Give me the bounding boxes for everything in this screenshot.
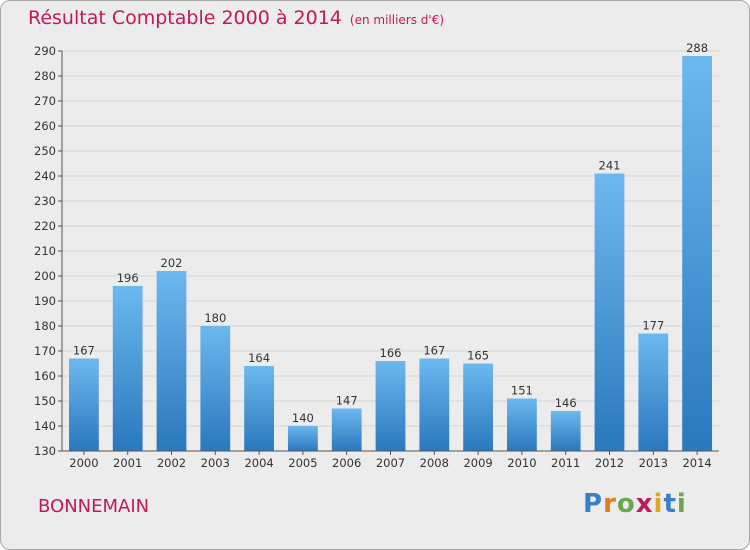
bar-2010 — [507, 398, 537, 451]
x-tick-label-2012: 2012 — [595, 456, 624, 470]
data-label-2013: 177 — [642, 319, 664, 333]
y-tick-label: 190 — [34, 294, 56, 308]
data-label-2000: 167 — [73, 344, 95, 358]
y-tick-label: 180 — [34, 319, 56, 333]
bar-2011 — [550, 411, 581, 451]
y-tick-label: 280 — [34, 69, 56, 83]
chart-title-text: Résultat Comptable 2000 à 2014 — [28, 7, 342, 29]
place-name: BONNEMAIN — [38, 496, 150, 517]
bars — [69, 56, 712, 451]
x-tick-label-2010: 2010 — [507, 456, 536, 470]
bar-2009 — [463, 363, 493, 451]
y-tick-label: 230 — [34, 194, 56, 208]
logo-letter: o — [616, 489, 636, 519]
y-tick-label: 250 — [34, 144, 56, 158]
bar-2008 — [419, 358, 450, 451]
y-tick-label: 170 — [34, 344, 56, 358]
axes: 130 140 150 160 170 180 190 200 210 220 230 240 250 2… — [34, 44, 719, 470]
logo-letter: i — [676, 489, 687, 519]
logo-letter: x — [635, 489, 654, 519]
bar-2005 — [288, 426, 318, 451]
y-tick-label: 270 — [34, 94, 56, 108]
data-label-2007: 166 — [380, 346, 402, 360]
data-label-2009: 165 — [467, 349, 489, 363]
x-tick-label-2008: 2008 — [420, 456, 449, 470]
bar-2004 — [244, 366, 274, 451]
x-tick-label-2001: 2001 — [113, 456, 142, 470]
data-label-2003: 180 — [204, 311, 226, 325]
bar-2001 — [112, 286, 143, 451]
bar-2003 — [200, 326, 231, 451]
x-tick-label-2007: 2007 — [376, 456, 405, 470]
bar-2012 — [594, 173, 625, 451]
data-label-2014: 288 — [686, 41, 708, 55]
y-tick-label: 200 — [34, 269, 56, 283]
x-tick-label-2002: 2002 — [157, 456, 186, 470]
data-label-2005: 140 — [292, 411, 314, 425]
x-tick-label-2011: 2011 — [551, 456, 580, 470]
bar-2006 — [331, 408, 362, 451]
x-tick-label-2009: 2009 — [463, 456, 492, 470]
logo-letter: t — [663, 489, 677, 519]
data-label-2001: 196 — [117, 271, 139, 285]
bar-2013 — [638, 333, 669, 451]
y-tick-label: 140 — [34, 419, 56, 433]
y-tick-label: 260 — [34, 119, 56, 133]
y-tick-label: 130 — [34, 444, 56, 458]
y-tick-label: 240 — [34, 169, 56, 183]
y-tick-label: 160 — [34, 369, 56, 383]
data-label-2012: 241 — [599, 159, 621, 173]
bar-2000 — [69, 358, 99, 451]
data-label-2008: 167 — [423, 344, 445, 358]
data-label-2006: 147 — [336, 394, 358, 408]
x-tick-label-2004: 2004 — [244, 456, 273, 470]
bar-2007 — [375, 361, 406, 451]
x-tick-label-2014: 2014 — [682, 456, 711, 470]
logo-letter: P — [583, 489, 604, 519]
y-tick-label: 290 — [34, 44, 56, 58]
y-tick-label: 210 — [34, 244, 56, 258]
data-label-2004: 164 — [248, 351, 270, 365]
y-tick-label: 220 — [34, 219, 56, 233]
x-tick-label-2003: 2003 — [201, 456, 230, 470]
bar-2014 — [682, 56, 712, 451]
logo-letter: i — [653, 489, 664, 519]
bar-2002 — [156, 271, 187, 451]
x-tick-label-2013: 2013 — [639, 456, 668, 470]
data-labels: 167 196 202 180 164 140 147 166 167 165 151 146 241 1… — [73, 41, 708, 425]
data-label-2010: 151 — [511, 384, 533, 398]
x-tick-label-2006: 2006 — [332, 456, 361, 470]
chart-subtitle: (en milliers d'€) — [349, 13, 445, 27]
x-tick-label-2000: 2000 — [69, 456, 98, 470]
data-label-2002: 202 — [161, 256, 183, 270]
data-label-2011: 146 — [555, 396, 577, 410]
x-tick-label-2005: 2005 — [288, 456, 317, 470]
chart-title: Résultat Comptable 2000 à 2014 (en millie… — [28, 7, 444, 29]
y-tick-label: 150 — [34, 394, 56, 408]
logo-letter: r — [603, 489, 617, 519]
proxiti-logo: Proxiti — [583, 489, 687, 519]
